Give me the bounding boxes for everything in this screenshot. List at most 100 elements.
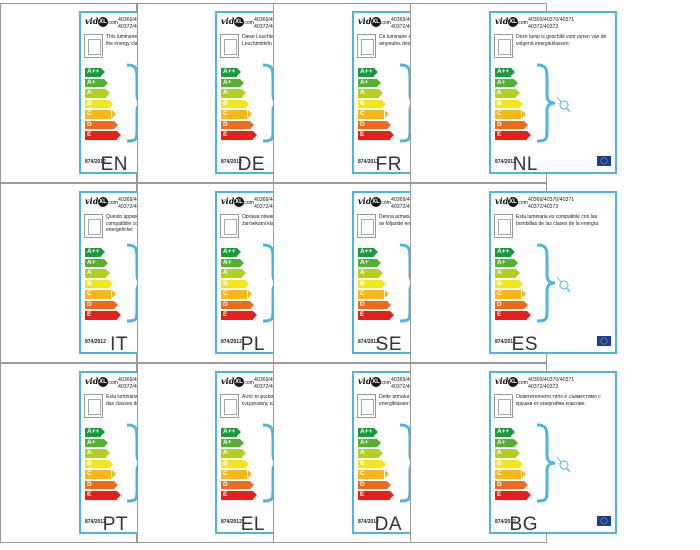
vidaxl-logo: vida XL .com	[221, 196, 254, 210]
energy-class-bar: D	[221, 480, 255, 489]
language-code: FR	[375, 154, 402, 175]
energy-class-label: C	[223, 470, 228, 477]
energy-class-bar: A++	[85, 68, 106, 77]
compatibility-statement: Осветителното тяло е съвместимо с крушки…	[494, 394, 612, 420]
energy-class-label: A++	[87, 428, 100, 435]
energy-class-scale: A++ A+ A B C D E	[221, 428, 281, 508]
eu-flag-icon	[597, 156, 611, 166]
compatibility-text: Deze lamp is geschikt voor peren van de …	[516, 34, 607, 47]
energy-class-label: C	[87, 110, 92, 117]
energy-class-bar: E	[85, 131, 121, 140]
energy-class-bar: A	[358, 269, 384, 278]
energy-class-label: E	[360, 491, 365, 498]
logo-text-xl: XL	[98, 197, 108, 207]
energy-class-label: D	[497, 120, 502, 128]
logo-text-vida: vida	[85, 16, 104, 26]
regulation-number: 874/2012	[221, 159, 242, 165]
energy-class-label: E	[87, 131, 92, 138]
luminaire-icon	[220, 214, 239, 238]
energy-class-label: D	[360, 120, 365, 128]
energy-label-panel: vidaXL.com40369/40370/4037140372/40373Th…	[0, 3, 207, 183]
energy-class-bar: A++	[85, 248, 106, 257]
language-code: DE	[237, 154, 265, 175]
language-code: PL	[240, 334, 265, 355]
energy-class-label: A	[497, 269, 502, 276]
brace-path	[536, 243, 556, 323]
bulb-icon	[556, 276, 571, 293]
energy-class-label: A++	[87, 68, 100, 75]
energy-label-panel: vidaXL.com40369/40370/4037140372/40373Qu…	[0, 183, 207, 363]
energy-class-bar: A	[495, 449, 521, 458]
vidaxl-logo: vida XL .com	[85, 376, 118, 390]
energy-class-label: D	[360, 300, 365, 308]
luminaire-icon	[220, 34, 239, 58]
energy-class-label: D	[223, 480, 228, 488]
energy-class-bar: B	[221, 459, 249, 468]
language-code: EL	[240, 514, 265, 535]
energy-class-bar: A	[85, 89, 111, 98]
product-codes-line-1: 40369/40370/40371	[528, 197, 575, 203]
product-codes-line-2: 40372/40373	[528, 204, 559, 210]
energy-class-bar: B	[85, 279, 113, 288]
energy-class-label: B	[87, 99, 92, 107]
product-codes-line-2: 40372/40373	[391, 204, 422, 210]
energy-class-bar: A+	[495, 78, 518, 87]
energy-class-label: D	[360, 480, 365, 488]
energy-class-bar: A+	[495, 438, 518, 447]
energy-class-bar: C	[85, 110, 117, 119]
energy-class-label: A	[360, 89, 365, 96]
luminaire-icon	[84, 394, 103, 418]
energy-class-bar: E	[85, 311, 121, 320]
energy-class-label: A+	[497, 78, 506, 86]
logo-text-com: .com	[517, 20, 528, 26]
language-code: NL	[512, 154, 538, 175]
regulation-number: 874/2012	[85, 159, 106, 165]
luminaire-icon	[84, 214, 103, 238]
brace-path	[536, 423, 556, 503]
energy-class-label: C	[360, 470, 365, 477]
energy-class-label: E	[87, 491, 92, 498]
energy-class-bar: A+	[85, 438, 108, 447]
energy-class-label: E	[360, 311, 365, 318]
bulb-icon	[556, 456, 571, 473]
energy-class-label: D	[223, 120, 228, 128]
energy-class-bar: C	[495, 110, 527, 119]
regulation-number: 874/2012	[358, 519, 379, 525]
energy-class-bar: B	[85, 99, 113, 108]
energy-class-label: A++	[360, 68, 373, 75]
energy-class-bar: C	[221, 110, 253, 119]
vidaxl-logo: vida XL .com	[85, 16, 118, 30]
energy-class-bar: A++	[495, 248, 516, 257]
energy-class-bar: E	[358, 311, 394, 320]
energy-class-label: C	[360, 290, 365, 297]
product-codes-line-2: 40372/40373	[254, 204, 285, 210]
luminaire-icon	[357, 34, 376, 58]
energy-class-bar: A	[85, 449, 111, 458]
energy-class-bar: A+	[221, 258, 244, 267]
logo-text-xl: XL	[234, 17, 244, 27]
regulation-number: 874/2012	[358, 339, 379, 345]
energy-class-label: C	[223, 290, 228, 297]
energy-class-label: A+	[497, 258, 506, 266]
energy-class-bar: D	[221, 120, 255, 129]
vidaxl-logo: vida XL .com	[221, 376, 254, 390]
energy-class-bar: E	[358, 491, 394, 500]
logo-text-xl: XL	[508, 197, 518, 207]
logo-text-xl: XL	[371, 17, 381, 27]
energy-class-label: A++	[497, 428, 510, 435]
energy-class-label: A	[87, 449, 92, 456]
energy-class-label: C	[497, 290, 502, 297]
energy-class-label: B	[497, 99, 502, 107]
energy-class-bar: A	[221, 269, 247, 278]
compatibility-statement: Esta luminaria es compatible con las bom…	[494, 214, 612, 240]
energy-class-label: A	[360, 449, 365, 456]
logo-text-com: .com	[517, 200, 528, 206]
logo-text-vida: vida	[495, 376, 514, 386]
energy-class-bar: D	[358, 120, 392, 129]
energy-class-bar: C	[358, 110, 390, 119]
logo-text-com: .com	[107, 20, 118, 26]
logo-text-vida: vida	[221, 376, 240, 386]
luminaire-icon	[220, 394, 239, 418]
energy-class-label: B	[360, 459, 365, 467]
